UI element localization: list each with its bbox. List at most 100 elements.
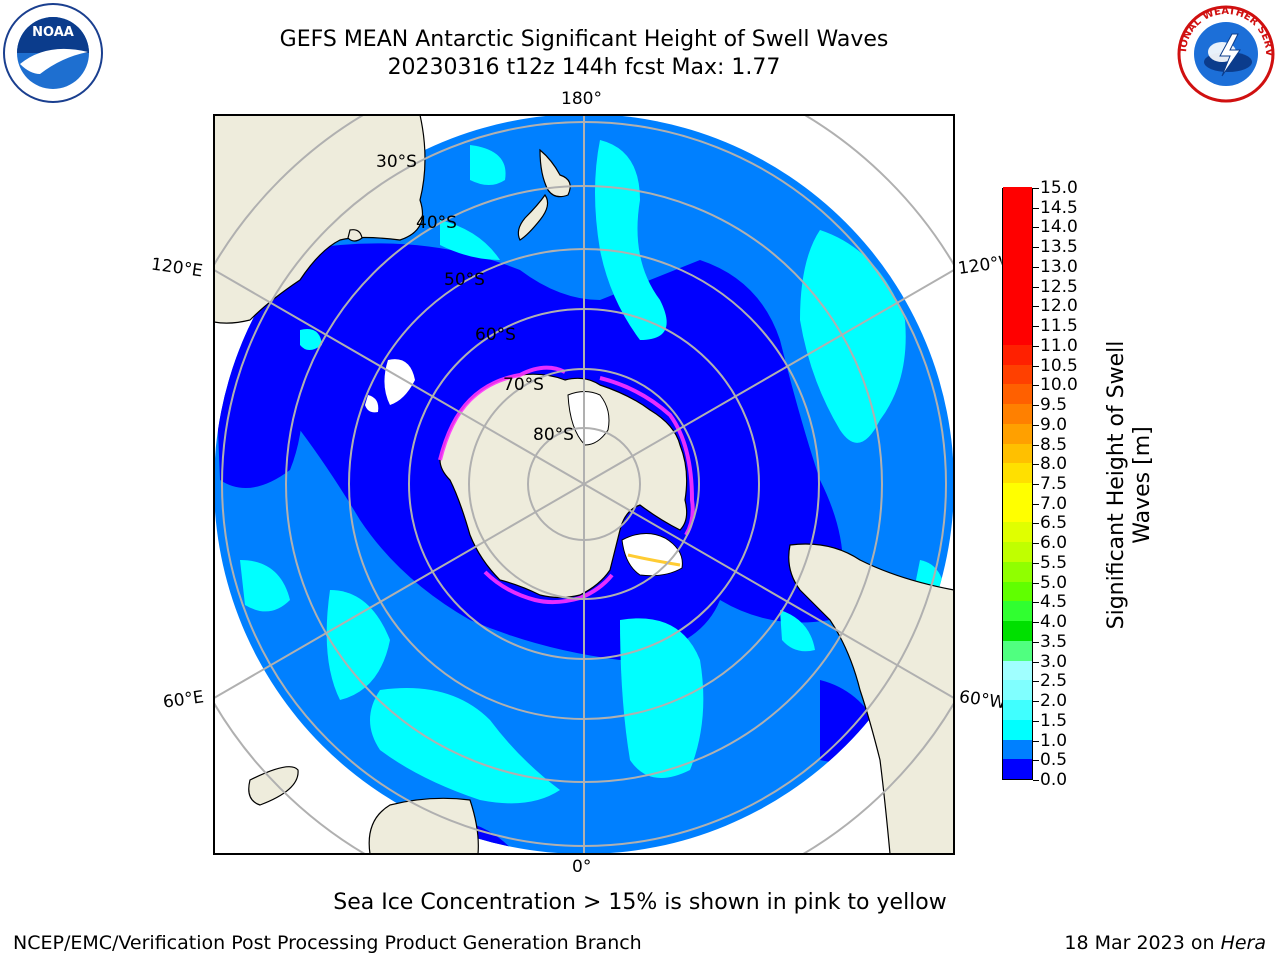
colorbar-tick-label: 13.0 bbox=[1040, 256, 1078, 277]
colorbar-segment bbox=[1003, 285, 1032, 306]
colorbar-label-line1: Significant Height of Swell bbox=[1104, 340, 1129, 630]
colorbar-segment bbox=[1003, 206, 1032, 227]
colorbar-segment bbox=[1003, 403, 1032, 424]
colorbar-tick-mark bbox=[1033, 641, 1039, 643]
colorbar-segment bbox=[1003, 304, 1032, 326]
colorbar-tick-mark bbox=[1033, 424, 1039, 426]
colorbar-tick-label: 9.5 bbox=[1040, 395, 1068, 416]
colorbar-tick-mark bbox=[1033, 464, 1039, 466]
colorbar-segment bbox=[1003, 541, 1032, 562]
colorbar-tick-mark bbox=[1033, 345, 1039, 347]
colorbar-tick-label: 1.0 bbox=[1040, 730, 1068, 751]
colorbar-segment bbox=[1003, 423, 1032, 444]
footer-branch: NCEP/EMC/Verification Post Processing Pr… bbox=[13, 932, 642, 954]
colorbar-tick-mark bbox=[1033, 720, 1039, 722]
chart-subtitle: 20230316 t12z 144h fcst Max: 1.77 bbox=[387, 55, 781, 80]
colorbar bbox=[1002, 186, 1033, 780]
nws-logo: NATIONAL WEATHER SERVICE bbox=[1172, 0, 1276, 108]
sea-ice-edge bbox=[438, 365, 695, 605]
colorbar-tick-label: 5.0 bbox=[1040, 572, 1068, 593]
colorbar-tick-label: 8.5 bbox=[1040, 434, 1068, 455]
colorbar-tick-mark bbox=[1033, 701, 1039, 703]
colorbar-segment bbox=[1003, 225, 1032, 247]
colorbar-tick-label: 4.5 bbox=[1040, 592, 1068, 613]
noaa-logo: NOAA bbox=[2, 2, 104, 108]
colorbar-tick-mark bbox=[1033, 247, 1039, 249]
colorbar-tick-label: 11.5 bbox=[1040, 316, 1078, 337]
colorbar-tick-label: 7.5 bbox=[1040, 474, 1068, 494]
lat-label-50s: 50°S bbox=[444, 270, 485, 290]
colorbar-segment bbox=[1003, 739, 1032, 760]
colorbar-tick-mark bbox=[1033, 740, 1039, 742]
colorbar-tick-label: 2.0 bbox=[1040, 691, 1068, 712]
colorbar-tick-mark bbox=[1033, 405, 1039, 407]
colorbar-tick-label: 11.0 bbox=[1040, 335, 1078, 356]
colorbar-tick-label: 7.0 bbox=[1040, 493, 1068, 514]
colorbar-tick-label: 12.0 bbox=[1040, 296, 1078, 317]
svg-text:NOAA: NOAA bbox=[32, 25, 74, 40]
lat-label-60s: 60°S bbox=[475, 325, 516, 345]
footer-date: 18 Mar 2023 on Hera bbox=[1064, 932, 1266, 954]
colorbar-tick-mark bbox=[1033, 188, 1039, 189]
colorbar-tick-mark bbox=[1033, 543, 1039, 545]
colorbar-segment bbox=[1003, 581, 1032, 602]
colorbar-tick-mark bbox=[1033, 780, 1039, 781]
colorbar-segment bbox=[1003, 719, 1032, 740]
colorbar-tick-mark bbox=[1033, 286, 1039, 288]
colorbar-tick-mark bbox=[1033, 444, 1039, 446]
colorbar-tick-mark bbox=[1033, 523, 1039, 525]
colorbar-segment bbox=[1003, 462, 1032, 483]
colorbar-tick-label: 8.0 bbox=[1040, 454, 1068, 475]
lat-label-70s: 70°S bbox=[503, 375, 544, 395]
colorbar-tick-mark bbox=[1033, 760, 1039, 762]
colorbar-segment bbox=[1003, 660, 1032, 681]
colorbar-tick-label: 13.5 bbox=[1040, 237, 1078, 258]
colorbar-tick-mark bbox=[1033, 562, 1039, 564]
colorbar-segment bbox=[1003, 443, 1032, 464]
lon-label-180: 180° bbox=[561, 89, 602, 109]
colorbar-segment bbox=[1003, 620, 1032, 641]
colorbar-tick-label: 1.5 bbox=[1040, 710, 1068, 731]
colorbar-segment bbox=[1003, 521, 1032, 543]
colorbar-segment bbox=[1003, 640, 1032, 661]
chart-title: GEFS MEAN Antarctic Significant Height o… bbox=[279, 27, 889, 52]
colorbar-tick-mark bbox=[1033, 582, 1039, 584]
colorbar-label: Significant Height of Swell Waves [m] bbox=[1104, 341, 1156, 630]
colorbar-segment bbox=[1003, 679, 1032, 701]
lat-label-40s: 40°S bbox=[416, 213, 457, 233]
lat-label-80s: 80°S bbox=[533, 425, 574, 445]
colorbar-segment bbox=[1003, 245, 1032, 266]
colorbar-tick-mark bbox=[1033, 681, 1039, 683]
colorbar-segment bbox=[1003, 364, 1032, 385]
colorbar-segment bbox=[1003, 600, 1032, 622]
colorbar-tick-mark bbox=[1033, 661, 1039, 663]
map-frame bbox=[213, 114, 955, 855]
colorbar-tick-label: 4.0 bbox=[1040, 612, 1068, 633]
colorbar-tick-label: 3.0 bbox=[1040, 651, 1068, 672]
colorbar-segment bbox=[1003, 502, 1032, 523]
colorbar-tick-mark bbox=[1033, 266, 1039, 268]
sea-ice-caption: Sea Ice Concentration > 15% is shown in … bbox=[333, 890, 947, 915]
colorbar-segment bbox=[1003, 699, 1032, 720]
colorbar-segment bbox=[1003, 265, 1032, 286]
colorbar-tick-label: 5.5 bbox=[1040, 552, 1068, 573]
colorbar-tick-label: 9.0 bbox=[1040, 414, 1068, 435]
colorbar-segment bbox=[1003, 482, 1032, 503]
colorbar-tick-mark bbox=[1033, 622, 1039, 624]
high-swell-region bbox=[595, 140, 667, 340]
colorbar-tick-label: 12.5 bbox=[1040, 276, 1078, 297]
colorbar-segment bbox=[1003, 758, 1032, 779]
colorbar-segment bbox=[1003, 186, 1032, 207]
colorbar-tick-mark bbox=[1033, 385, 1039, 387]
colorbar-tick-mark bbox=[1033, 365, 1039, 367]
colorbar-tick-label: 14.5 bbox=[1040, 197, 1078, 218]
lon-label-0: 0° bbox=[572, 857, 592, 877]
colorbar-tick-label: 2.5 bbox=[1040, 671, 1068, 692]
lat-label-30s: 30°S bbox=[376, 152, 417, 172]
colorbar-tick-label: 10.5 bbox=[1040, 355, 1078, 376]
colorbar-tick-label: 10.0 bbox=[1040, 375, 1078, 396]
colorbar-segment bbox=[1003, 344, 1032, 365]
graticule bbox=[214, 115, 954, 854]
footer-date-text: 18 Mar 2023 on bbox=[1064, 932, 1221, 954]
colorbar-tick-label: 3.5 bbox=[1040, 631, 1068, 652]
